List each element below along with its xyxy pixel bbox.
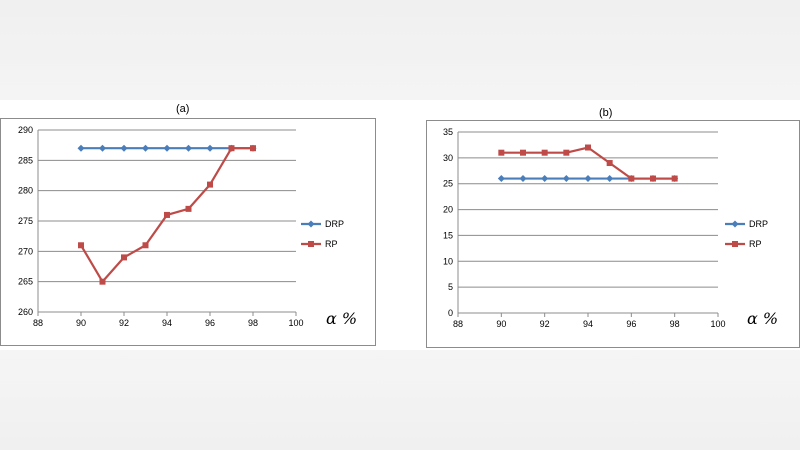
data-point-rp — [250, 145, 256, 152]
legend-marker-drp — [307, 220, 315, 228]
y-tick-label: 30 — [443, 153, 453, 163]
data-point-rp — [121, 254, 127, 261]
x-tick-label: 96 — [205, 318, 215, 328]
y-tick-label: 0 — [448, 308, 453, 318]
x-tick-label: 88 — [453, 319, 463, 329]
legend-label-drp: DRP — [749, 219, 768, 229]
data-point-drp — [99, 144, 106, 152]
y-tick-label: 290 — [18, 125, 33, 135]
chart-a-frame: 260 265 270 275 280 285 290 88 90 92 94 96 98 100 α % D… — [0, 118, 376, 346]
y-tick-label: 35 — [443, 127, 453, 137]
x-tick-label: 90 — [76, 318, 86, 328]
data-point-rp — [606, 160, 613, 167]
x-tick-label: 88 — [33, 318, 43, 328]
data-point-drp — [120, 144, 128, 152]
y-tick-label: 15 — [443, 230, 453, 240]
data-point-rp — [585, 144, 591, 151]
data-point-rp — [78, 242, 84, 249]
chart-a-svg: 260 265 270 275 280 285 290 88 90 92 94 96 98 100 α % D… — [18, 125, 357, 328]
series-line-rp — [501, 146, 675, 180]
chart-a-title: (a) — [176, 103, 190, 115]
data-point-drp — [163, 144, 171, 152]
x-axis-label: α % — [747, 309, 778, 328]
data-point-rp — [541, 149, 548, 156]
y-tick-label: 285 — [18, 155, 33, 165]
data-point-rp — [498, 149, 505, 156]
data-point-drp — [541, 175, 549, 183]
legend-label-drp: DRP — [325, 219, 344, 229]
data-point-rp — [628, 175, 635, 182]
y-tick-label: 275 — [18, 216, 33, 226]
legend-label-rp: RP — [325, 239, 338, 249]
x-tick-label: 98 — [670, 319, 680, 329]
data-point-rp — [142, 242, 149, 249]
x-tick-label: 94 — [583, 319, 593, 329]
data-point-drp — [562, 175, 570, 183]
data-point-rp — [207, 181, 213, 188]
legend-marker-rp — [732, 241, 738, 247]
y-tick-label: 20 — [443, 205, 453, 215]
data-point-drp — [606, 175, 614, 183]
data-point-drp — [185, 144, 192, 152]
x-axis-label: α % — [326, 309, 357, 328]
data-point-rp — [671, 175, 678, 182]
data-point-drp — [497, 175, 505, 183]
data-point-rp — [650, 175, 656, 182]
legend-label-rp: RP — [749, 239, 762, 249]
data-point-drp — [77, 144, 85, 152]
x-tick-label: 98 — [248, 318, 258, 328]
data-point-rp — [99, 278, 106, 285]
background-band-top — [0, 0, 800, 100]
legend-marker-drp — [731, 220, 739, 228]
data-point-drp — [142, 144, 149, 152]
y-tick-label: 260 — [18, 307, 33, 317]
y-tick-label: 10 — [443, 256, 453, 266]
data-point-drp — [206, 144, 214, 152]
data-point-rp — [228, 145, 235, 152]
y-tick-label: 5 — [448, 282, 453, 292]
background-band-bottom — [0, 350, 800, 450]
chart-b-svg: 0 5 10 15 20 25 30 35 88 90 92 94 96 98 100 α % DRP RP — [443, 127, 778, 329]
data-point-rp — [520, 149, 526, 156]
y-tick-label: 280 — [18, 186, 33, 196]
x-tick-label: 100 — [710, 319, 725, 329]
data-point-drp — [584, 175, 592, 183]
legend-marker-rp — [308, 241, 314, 247]
data-point-rp — [185, 205, 192, 212]
chart-b-title: (b) — [599, 107, 613, 119]
x-tick-label: 90 — [496, 319, 506, 329]
x-tick-label: 92 — [540, 319, 550, 329]
data-point-rp — [563, 149, 570, 156]
data-point-rp — [164, 211, 170, 218]
data-point-drp — [519, 175, 527, 183]
y-tick-label: 265 — [18, 277, 33, 287]
x-tick-label: 94 — [162, 318, 172, 328]
chart-b-frame: 0 5 10 15 20 25 30 35 88 90 92 94 96 98 100 α % DRP RP — [426, 120, 800, 348]
y-tick-label: 25 — [443, 179, 453, 189]
x-tick-label: 92 — [119, 318, 129, 328]
x-tick-label: 96 — [626, 319, 636, 329]
x-tick-label: 100 — [288, 318, 303, 328]
y-tick-label: 270 — [18, 246, 33, 256]
